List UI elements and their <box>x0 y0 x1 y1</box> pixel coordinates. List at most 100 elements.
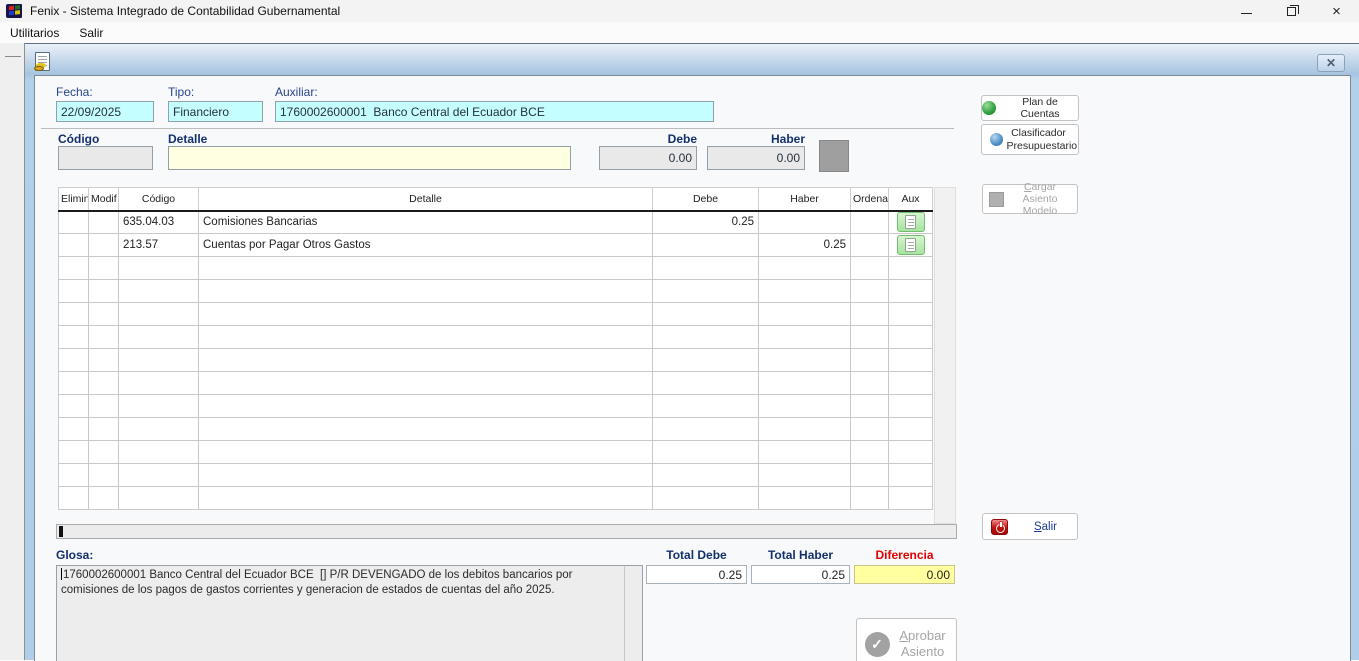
grid-body: 635.04.03 Comisiones Bancarias 0.25 213.… <box>58 210 933 510</box>
aprobar-asiento-label: Aprobar Asiento <box>899 628 946 659</box>
close-button[interactable]: × <box>1314 0 1359 22</box>
window-controls: × <box>1224 0 1359 22</box>
auxiliar-field[interactable]: 1760002600001 Banco Central del Ecuador … <box>275 101 714 122</box>
debe-label: Debe <box>667 132 697 146</box>
diferencia-field: 0.00 <box>854 565 955 584</box>
grid-vertical-scrollbar[interactable] <box>934 187 956 524</box>
child-close-icon: ✕ <box>1325 56 1337 70</box>
glosa-label: Glosa: <box>56 548 94 562</box>
table-row-empty <box>58 371 933 395</box>
document-icon <box>905 238 916 252</box>
restore-icon <box>1287 4 1299 16</box>
gray-square-icon <box>989 191 1004 207</box>
glosa-text: 1760002600001 Banco Central del Ecuador … <box>61 569 576 596</box>
fecha-label: Fecha: <box>56 85 93 99</box>
aux-button[interactable] <box>896 212 925 233</box>
cell-codigo: 213.57 <box>118 233 199 257</box>
entries-grid: Elimin Modif Código Detalle Debe Haber O… <box>58 187 933 524</box>
tipo-field[interactable]: Financiero <box>168 101 263 122</box>
cell-detalle: Comisiones Bancarias <box>198 210 653 234</box>
table-row[interactable]: 213.57 Cuentas por Pagar Otros Gastos 0.… <box>58 233 933 257</box>
check-icon: ✓ <box>864 631 890 657</box>
close-icon: × <box>1332 2 1341 20</box>
table-row[interactable]: 635.04.03 Comisiones Bancarias 0.25 <box>58 210 933 234</box>
window-titlebar: Fenix - Sistema Integrado de Contabilida… <box>0 0 1359 22</box>
salir-label: Salir <box>1033 520 1057 533</box>
menu-salir[interactable]: Salir <box>79 25 104 40</box>
blue-sphere-icon <box>989 133 1003 146</box>
col-debe: Debe <box>652 187 759 212</box>
col-codigo: Código <box>118 187 199 212</box>
diferencia-label: Diferencia <box>875 548 934 562</box>
total-haber-field: 0.25 <box>751 565 850 584</box>
table-row-empty <box>58 463 933 487</box>
cargar-asiento-modelo-button[interactable]: Cargar Asiento Modelo <box>982 180 1078 218</box>
fecha-field[interactable]: 22/09/2025 <box>56 101 154 122</box>
debe-input[interactable]: 0.00 <box>599 146 697 170</box>
menubar: Utilitarios Salir <box>0 22 1359 43</box>
table-row-empty <box>58 440 933 464</box>
document-icon <box>905 215 916 230</box>
child-close-button[interactable]: ✕ <box>1317 54 1345 72</box>
table-row-empty <box>58 325 933 349</box>
entry-add-button[interactable] <box>819 140 849 172</box>
table-row-empty <box>58 302 933 326</box>
tipo-label: Tipo: <box>168 85 195 99</box>
cargar-asiento-label: Cargar Asiento Modelo <box>1022 180 1058 218</box>
journal-entry-icon <box>34 52 50 71</box>
total-debe-field: 0.25 <box>646 565 747 584</box>
haber-input[interactable]: 0.00 <box>707 146 805 170</box>
codigo-input[interactable] <box>58 146 153 170</box>
glosa-textarea[interactable]: 1760002600001 Banco Central del Ecuador … <box>56 565 643 661</box>
table-row-empty <box>58 394 933 418</box>
app-icon <box>6 4 22 18</box>
aux-button[interactable] <box>896 235 925 255</box>
cell-haber <box>758 210 851 234</box>
col-modif: Modif <box>88 187 119 212</box>
auxiliar-label: Auxiliar: <box>275 85 318 99</box>
total-debe-label: Total Debe <box>666 548 727 562</box>
left-panel-grip[interactable] <box>5 56 21 57</box>
green-sphere-icon <box>982 101 996 115</box>
separator-line <box>41 128 954 129</box>
minimize-icon <box>1241 12 1252 14</box>
mdi-area: ✕ Fecha: 22/09/2025 Tipo: Financiero Aux… <box>0 43 1359 661</box>
col-detalle: Detalle <box>198 187 653 212</box>
haber-label: Haber <box>770 132 805 146</box>
table-row-empty <box>58 348 933 372</box>
power-icon <box>991 518 1008 535</box>
plan-de-cuentas-button[interactable]: Plan de Cuentas <box>981 95 1079 121</box>
table-row-empty <box>58 279 933 303</box>
codigo-label: Código <box>58 132 100 146</box>
cell-debe <box>652 233 759 257</box>
table-row-empty <box>58 256 933 280</box>
salir-button[interactable]: Salir <box>982 513 1078 540</box>
left-panel <box>0 43 25 660</box>
restore-button[interactable] <box>1269 0 1314 22</box>
cell-codigo: 635.04.03 <box>118 210 199 234</box>
form-content: Fecha: 22/09/2025 Tipo: Financiero Auxil… <box>34 75 1351 661</box>
menu-utilitarios[interactable]: Utilitarios <box>10 25 60 40</box>
detalle-input[interactable] <box>168 146 571 170</box>
col-elimin: Elimin <box>58 187 89 212</box>
cell-debe: 0.25 <box>652 210 759 234</box>
cell-haber: 0.25 <box>758 233 851 257</box>
aprobar-asiento-button[interactable]: ✓ Aprobar Asiento <box>856 618 957 661</box>
scrollbar-thumb[interactable] <box>59 526 63 537</box>
child-window: ✕ Fecha: 22/09/2025 Tipo: Financiero Aux… <box>25 43 1359 661</box>
cell-detalle: Cuentas por Pagar Otros Gastos <box>198 233 653 257</box>
plan-de-cuentas-label: Plan de Cuentas <box>1020 96 1060 120</box>
window-title: Fenix - Sistema Integrado de Contabilida… <box>30 4 341 18</box>
table-row-empty <box>58 417 933 441</box>
grid-header-row: Elimin Modif Código Detalle Debe Haber O… <box>58 187 933 212</box>
col-haber: Haber <box>758 187 851 212</box>
minimize-button[interactable] <box>1224 0 1269 22</box>
total-haber-label: Total Haber <box>767 548 834 562</box>
col-ordenar: Ordenar <box>850 187 889 212</box>
clasificador-presupuestario-button[interactable]: Clasificador Presupuestario <box>981 124 1079 155</box>
text-cursor <box>61 568 62 580</box>
grid-horizontal-scrollbar[interactable] <box>56 524 957 539</box>
table-row-empty <box>58 486 933 510</box>
detalle-label: Detalle <box>168 132 208 146</box>
col-aux: Aux <box>888 187 933 212</box>
